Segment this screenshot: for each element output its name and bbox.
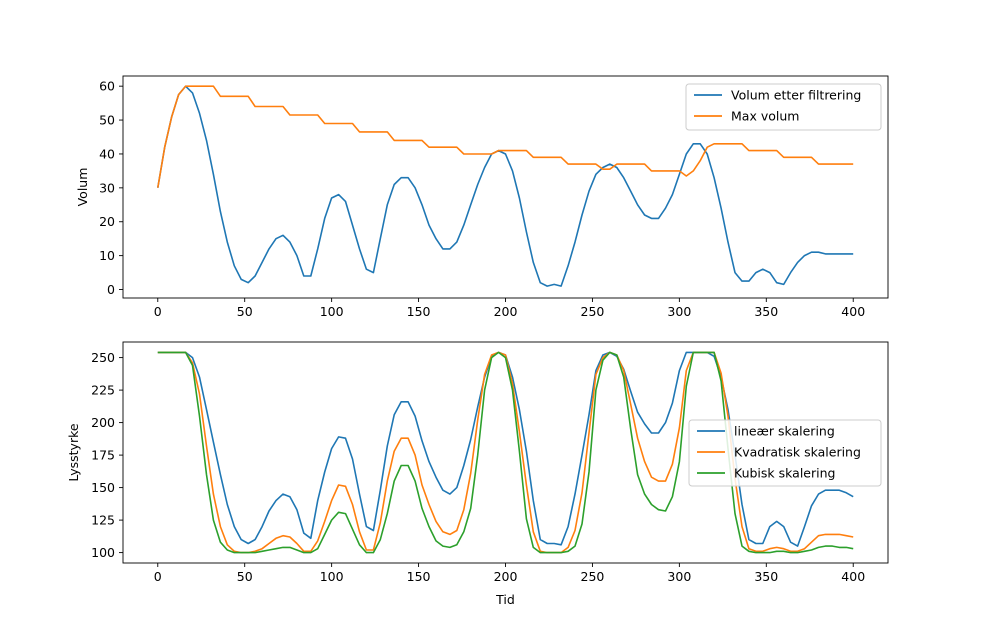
top-chart-volum: 0 50 100 150 200 250 300 350 400 0 10 20 30 40 50 60 Vol… bbox=[75, 75, 889, 319]
y-tick-label: 125 bbox=[91, 513, 115, 528]
y-tick-label: 225 bbox=[91, 383, 115, 398]
y-tick-label: 60 bbox=[99, 79, 115, 94]
x-tick-label: 300 bbox=[667, 569, 691, 584]
x-tick-label: 400 bbox=[841, 304, 865, 319]
legend-label-2: Kvadratisk skalering bbox=[734, 445, 861, 460]
legend-label-1: lineær skalering bbox=[734, 424, 835, 439]
x-tick-label: 250 bbox=[581, 569, 605, 584]
y-tick-label: 200 bbox=[91, 415, 115, 430]
legend: Volum etter filtrering Max volum bbox=[685, 83, 882, 131]
x-tick-label: 150 bbox=[407, 304, 431, 319]
x-tick-label: 300 bbox=[667, 304, 691, 319]
x-tick-label: 200 bbox=[494, 304, 518, 319]
x-axis-label: Tid bbox=[495, 592, 515, 607]
legend-box bbox=[688, 419, 882, 487]
x-tick-label: 250 bbox=[581, 304, 605, 319]
y-tick-label: 10 bbox=[99, 248, 115, 263]
y-axis-label: Lysstyrke bbox=[66, 423, 81, 481]
legend-label-3: Kubisk skalering bbox=[734, 466, 835, 481]
legend-label-1: Volum etter filtrering bbox=[731, 88, 861, 103]
y-tick-label: 30 bbox=[99, 180, 115, 195]
y-tick-label: 50 bbox=[99, 113, 115, 128]
legend-box bbox=[685, 83, 882, 131]
y-tick-label: 20 bbox=[99, 214, 115, 229]
y-tick-label: 100 bbox=[91, 545, 115, 560]
y-tick-label: 40 bbox=[99, 146, 115, 161]
legend: lineær skalering Kvadratisk skalering Kubi… bbox=[688, 419, 882, 487]
x-tick-label: 100 bbox=[320, 569, 344, 584]
x-tick-label: 200 bbox=[494, 569, 518, 584]
x-tick-label: 50 bbox=[237, 569, 253, 584]
x-tick-label: 400 bbox=[841, 569, 865, 584]
x-tick-label: 350 bbox=[754, 304, 778, 319]
x-tick-label: 0 bbox=[154, 304, 162, 319]
y-tick-label: 0 bbox=[107, 282, 115, 297]
legend-label-2: Max volum bbox=[731, 109, 799, 124]
x-tick-label: 150 bbox=[407, 569, 431, 584]
bottom-chart-lysstyrke: 0 50 100 150 200 250 300 350 400 100 125 150 175 200 2… bbox=[66, 341, 889, 607]
series-line-3 bbox=[157, 351, 854, 554]
series-line-2 bbox=[157, 351, 854, 554]
series-line-2 bbox=[157, 85, 854, 188]
y-tick-label: 175 bbox=[91, 448, 115, 463]
y-tick-label: 250 bbox=[91, 350, 115, 365]
x-tick-label: 50 bbox=[237, 304, 253, 319]
series-line-1 bbox=[157, 85, 854, 287]
y-axis-label: Volum bbox=[75, 168, 90, 207]
y-tick-label: 150 bbox=[91, 480, 115, 495]
x-tick-label: 100 bbox=[320, 304, 344, 319]
x-tick-label: 350 bbox=[754, 569, 778, 584]
x-tick-label: 0 bbox=[154, 569, 162, 584]
